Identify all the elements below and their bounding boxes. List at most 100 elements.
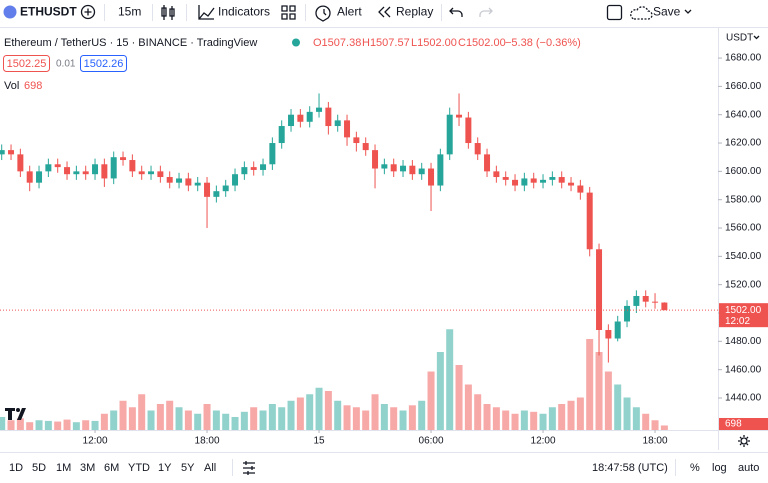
candle-body bbox=[334, 120, 341, 127]
volume-bar bbox=[548, 407, 556, 430]
volume-bar bbox=[520, 410, 528, 430]
volume-bar bbox=[82, 420, 90, 430]
fullscreen-button[interactable] bbox=[606, 4, 623, 21]
layouts-button[interactable] bbox=[281, 5, 296, 20]
candle-body bbox=[64, 167, 71, 175]
indicators-icon[interactable] bbox=[198, 5, 215, 20]
range-button[interactable]: 1D bbox=[9, 462, 23, 474]
candle-body bbox=[101, 164, 108, 179]
range-button[interactable]: 5Y bbox=[181, 462, 195, 474]
volume-bar bbox=[418, 400, 426, 430]
volume-bar bbox=[632, 407, 640, 430]
y-tick-label: 1460.00 bbox=[725, 364, 762, 375]
settings-button[interactable] bbox=[740, 437, 748, 445]
indicators-button[interactable]: Indicators bbox=[218, 5, 270, 19]
alert-button[interactable]: Alert bbox=[337, 5, 362, 19]
volume-bar bbox=[595, 352, 603, 430]
alert-icon[interactable] bbox=[315, 5, 331, 22]
volume-bar bbox=[343, 405, 351, 430]
candle-body bbox=[325, 107, 332, 127]
x-tick-label: 18:00 bbox=[195, 436, 220, 447]
y-tick-label: 1640.00 bbox=[725, 109, 762, 120]
volume-bar bbox=[324, 391, 332, 430]
range-button[interactable]: 6M bbox=[104, 462, 119, 474]
candle-body bbox=[661, 302, 668, 311]
ask-box[interactable] bbox=[80, 55, 127, 72]
volume-bar bbox=[436, 352, 444, 430]
save-button[interactable]: Save bbox=[653, 5, 681, 19]
volume-bar bbox=[567, 400, 575, 430]
candle-body bbox=[474, 143, 481, 155]
volume-bar bbox=[194, 413, 202, 430]
bid[interactable]: 1502.25 bbox=[7, 58, 47, 70]
volume-bar bbox=[110, 410, 118, 430]
volume-bar bbox=[119, 400, 127, 430]
volume-bar bbox=[26, 422, 34, 430]
undo-button[interactable] bbox=[449, 7, 463, 17]
volume-bar bbox=[240, 411, 248, 430]
replay-icon[interactable] bbox=[378, 6, 391, 18]
range-button[interactable]: 3M bbox=[80, 462, 95, 474]
volume-bar bbox=[306, 394, 314, 430]
percent-button[interactable]: % bbox=[690, 462, 700, 474]
volume-bar bbox=[390, 407, 398, 430]
redo-button[interactable] bbox=[479, 7, 493, 17]
symbol-icon[interactable] bbox=[3, 5, 17, 19]
currency-menu[interactable] bbox=[753, 35, 760, 40]
compare-plus bbox=[84, 8, 92, 16]
auto-button[interactable]: auto bbox=[738, 462, 759, 474]
symbol[interactable]: ETHUSDT bbox=[20, 5, 77, 19]
candle-body bbox=[418, 168, 425, 175]
volume-bar bbox=[100, 413, 108, 430]
range-button[interactable]: 1Y bbox=[158, 462, 172, 474]
interval[interactable]: 15m bbox=[118, 5, 141, 19]
volume-bar bbox=[614, 384, 622, 430]
tradingview-logo[interactable] bbox=[5, 408, 26, 420]
candle-body bbox=[241, 167, 248, 175]
volume-bar bbox=[380, 404, 388, 430]
volume-bar bbox=[231, 417, 239, 430]
candle-body bbox=[194, 182, 201, 186]
market-status[interactable] bbox=[292, 38, 300, 47]
volume-bar bbox=[642, 413, 650, 430]
y-tick-label: 1620.00 bbox=[725, 138, 762, 149]
volume-bar bbox=[558, 404, 566, 430]
save-menu[interactable] bbox=[684, 9, 692, 14]
candle-body bbox=[260, 164, 267, 170]
range-button[interactable]: 5D bbox=[32, 462, 46, 474]
y-tick-label: 1580.00 bbox=[725, 194, 762, 205]
range-button[interactable]: All bbox=[204, 462, 216, 474]
candle-body bbox=[288, 114, 295, 127]
compare-button[interactable] bbox=[80, 4, 96, 20]
log-button[interactable]: log bbox=[712, 462, 727, 474]
candle-body bbox=[614, 321, 621, 339]
volume-bar bbox=[660, 425, 668, 430]
clock[interactable]: 18:47:58 (UTC) bbox=[592, 462, 668, 474]
volume-bar bbox=[138, 394, 146, 430]
volume-bar bbox=[604, 371, 612, 430]
currency[interactable]: USDT bbox=[726, 33, 753, 44]
candle-body bbox=[390, 164, 397, 172]
range-bar: 1D 5D 1M 3M 6M YTD 1Y 5Y All bbox=[9, 462, 216, 474]
candle-body bbox=[409, 165, 416, 175]
chart-type-button[interactable] bbox=[161, 5, 175, 20]
candle-body bbox=[148, 171, 155, 175]
candle-body bbox=[400, 165, 407, 172]
ask[interactable]: 1502.26 bbox=[84, 58, 124, 70]
range-button[interactable]: 1M bbox=[56, 462, 71, 474]
y-tick-label: 1680.00 bbox=[725, 53, 762, 64]
range-button[interactable]: YTD bbox=[128, 462, 150, 474]
volume-bar bbox=[175, 407, 183, 430]
volume-bar bbox=[63, 419, 71, 430]
last-price-box bbox=[719, 303, 768, 328]
bid-box[interactable] bbox=[3, 55, 50, 72]
candle-body bbox=[652, 301, 659, 303]
candle-body bbox=[250, 167, 257, 170]
date-range-button[interactable] bbox=[243, 461, 255, 475]
cloud-icon bbox=[630, 6, 653, 20]
candle-body bbox=[120, 157, 127, 161]
replay-button[interactable]: Replay bbox=[396, 5, 433, 19]
y-tick-label: 1540.00 bbox=[725, 251, 762, 262]
candle-body bbox=[521, 178, 528, 186]
volume-bar bbox=[278, 407, 286, 430]
